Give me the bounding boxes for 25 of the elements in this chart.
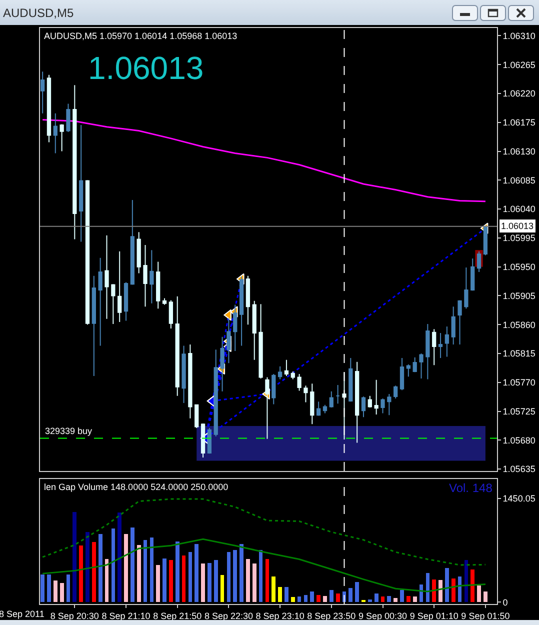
y-tick-label: 1.05950 xyxy=(502,262,536,272)
y-tick-label: 1.06220 xyxy=(502,88,536,99)
y-tick-label: 1.05635 xyxy=(502,464,536,474)
y-tick-label: 1.06175 xyxy=(502,118,536,128)
y-tick-label: 1.06310 xyxy=(502,30,536,41)
y-tick-label: 1.06040 xyxy=(502,204,536,214)
y-tick-label: 1450.05 xyxy=(502,493,536,504)
chart-title: len Gap Volume 148.0000 524.0000 250.0000 xyxy=(44,482,228,492)
y-tick-label: 0 xyxy=(502,597,508,608)
chart-subtitle: AUDUSD,M5 1.05970 1.06014 1.05968 1.06013 xyxy=(44,31,238,41)
annotation: Vol. 148 xyxy=(449,481,493,495)
y-tick-label: 1.05905 xyxy=(502,290,536,301)
y-tick-label: 1.05725 xyxy=(502,406,536,416)
y-tick-label: 1.05770 xyxy=(502,378,536,388)
y-tick-label: 1.05860 xyxy=(502,320,536,330)
chart-title: AUDUSD,M5 xyxy=(3,6,74,20)
y-tick-label: 1.05680 xyxy=(502,435,536,446)
y-tick-label: 1.05995 xyxy=(502,233,536,244)
y-tick-label: 1.05815 xyxy=(502,348,536,359)
y-tick-label: 1.06265 xyxy=(502,60,536,70)
annotation: 1.06013 xyxy=(88,50,204,86)
y-tick-label: 1.06130 xyxy=(502,146,536,156)
annotation: 329339 buy xyxy=(45,426,93,436)
y-tick-label: 1.06085 xyxy=(502,175,536,186)
ref-line-label: 1.06013 xyxy=(501,221,534,231)
